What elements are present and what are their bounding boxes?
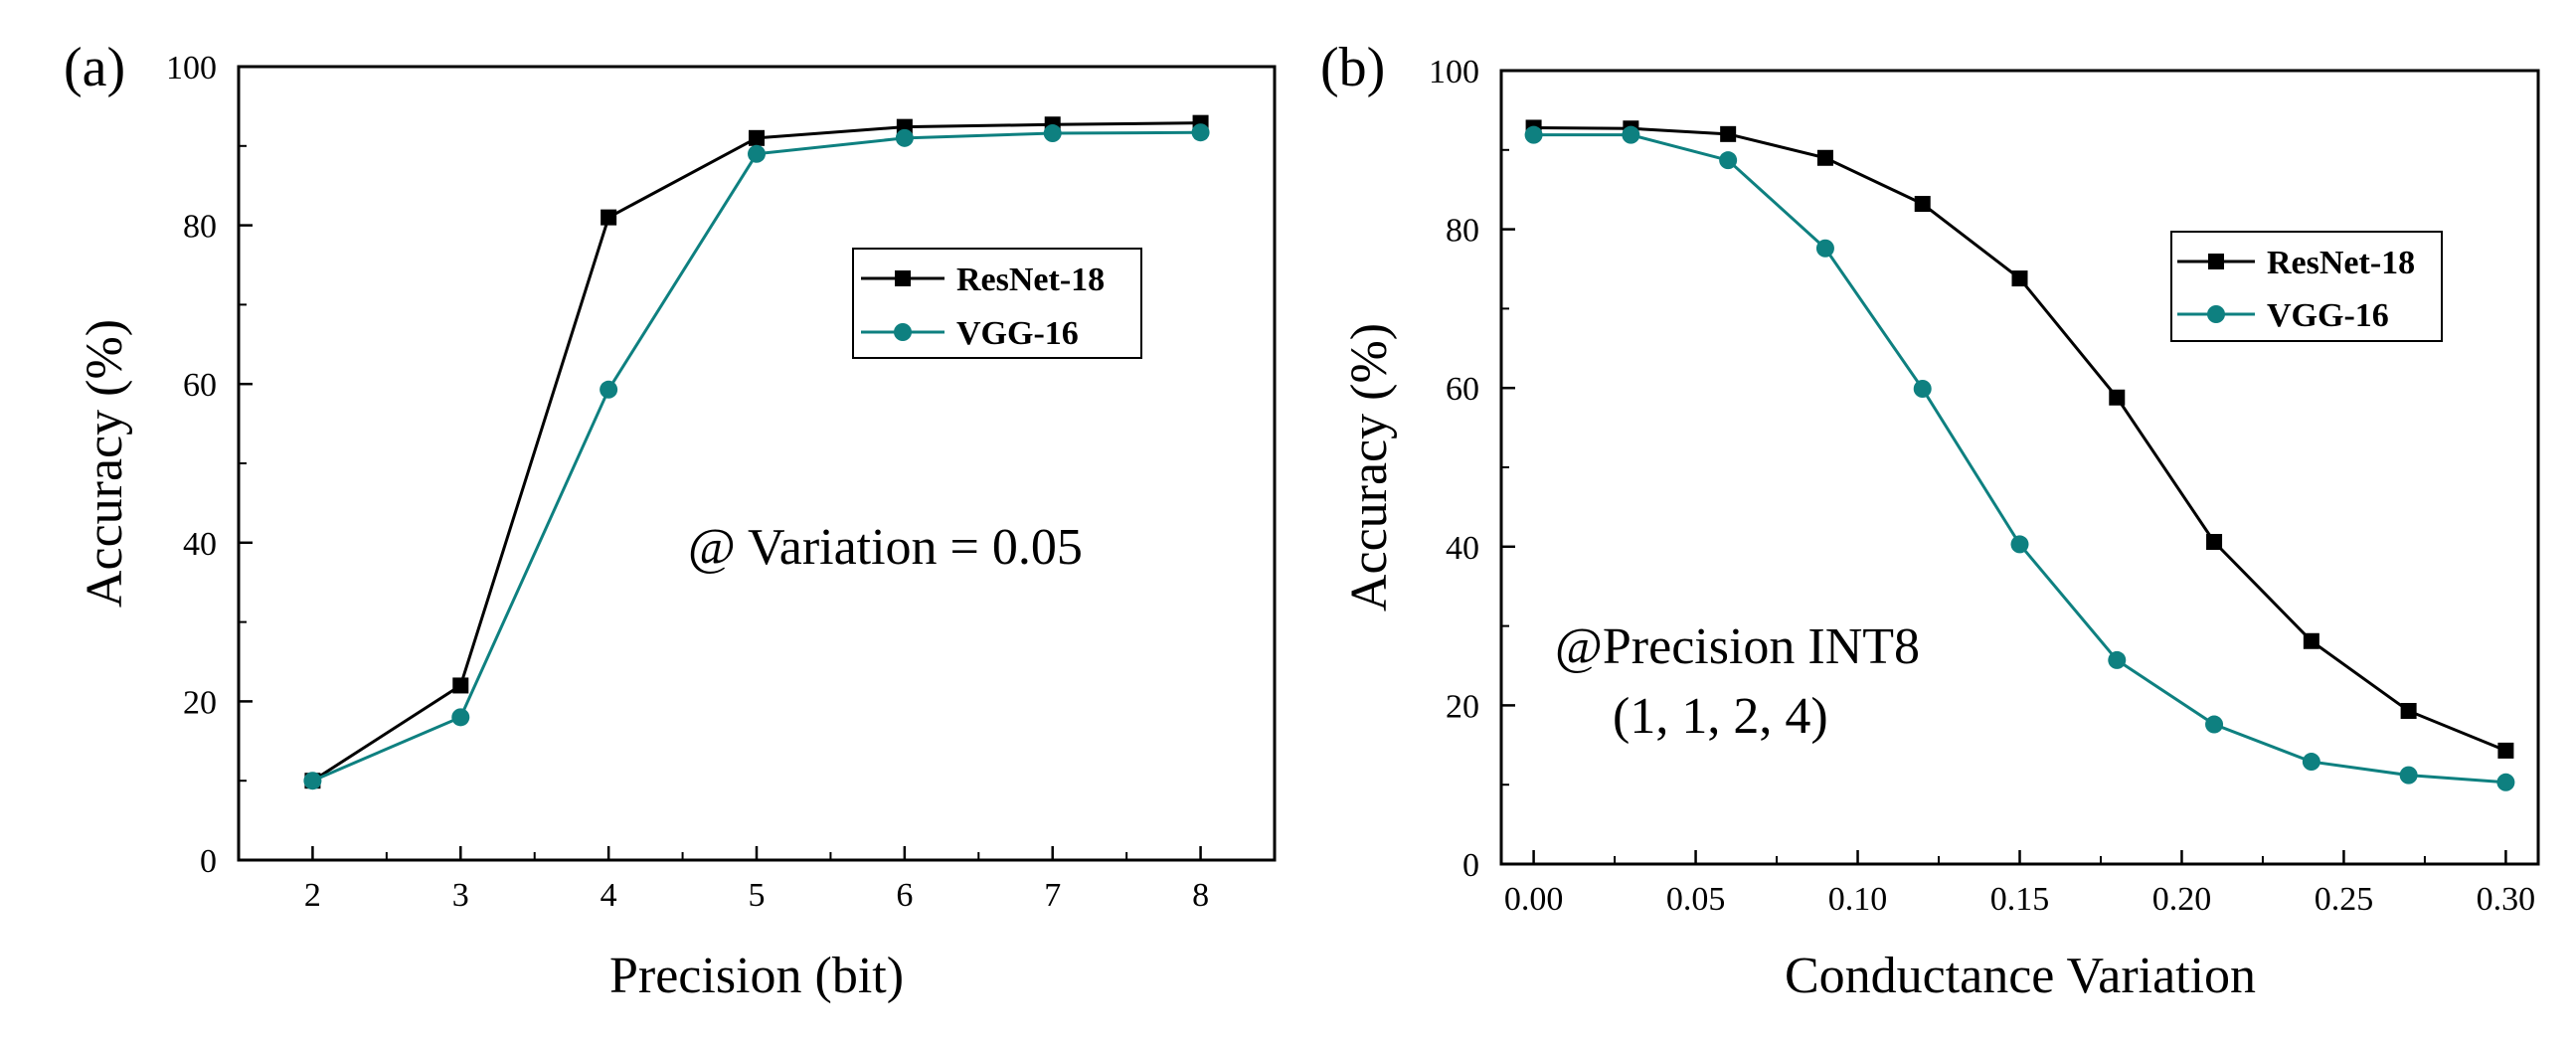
panel-b-point-resnet-18 <box>2109 389 2126 406</box>
panel-b-point-vgg-16 <box>2010 535 2029 554</box>
panel-a-legend-label-vgg: VGG-16 <box>956 315 1079 352</box>
panel-b-point-vgg-16 <box>1815 239 1834 258</box>
panel-b-point-vgg-16 <box>1622 125 1640 144</box>
panel-a-series <box>303 114 1210 790</box>
panel-b-point-vgg-16 <box>2108 650 2127 669</box>
panel-a-point-vgg-16 <box>451 708 470 727</box>
panel-b-annotation-line-1: @Precision INT8 <box>1555 618 1920 675</box>
panel-a-legend-marker-resnet <box>895 270 911 286</box>
panel-a-point-vgg-16 <box>748 144 766 163</box>
panel-b-y-tick-label: 20 <box>1446 688 1479 725</box>
panel-b-y-axis-title: Accuracy (%) <box>1341 323 1398 611</box>
panel-a-x-tick-label: 4 <box>601 877 617 914</box>
panel-a-x-tick-label: 6 <box>896 877 913 914</box>
panel-b-point-vgg-16 <box>2302 753 2320 772</box>
panel-a-y-tick-label: 40 <box>183 526 217 563</box>
panel-a-x-tick-label: 8 <box>1192 877 1209 914</box>
panel-b-y-tick-label: 0 <box>1462 847 1479 884</box>
panel-a-x-tick-label: 5 <box>749 877 766 914</box>
panel-a-point-vgg-16 <box>1191 123 1210 142</box>
panel-a-point-resnet-18 <box>749 129 765 146</box>
panel-b-legend-label-resnet: ResNet-18 <box>2267 245 2415 281</box>
panel-a-label: (a) <box>64 37 125 98</box>
panel-a-x-tick-label: 2 <box>304 877 321 914</box>
panel-b-point-resnet-18 <box>1720 125 1737 142</box>
panel-b-y-tick-label: 60 <box>1446 371 1479 408</box>
panel-b-legend-label-vgg: VGG-16 <box>2267 297 2389 334</box>
panel-b-point-resnet-18 <box>1816 149 1833 166</box>
panel-b-x-tick-label: 0.15 <box>1990 881 2050 918</box>
panel-b-point-resnet-18 <box>1914 196 1931 213</box>
panel-b-label: (b) <box>1320 37 1385 98</box>
panel-b-point-vgg-16 <box>1524 125 1543 144</box>
panel-b-point-resnet-18 <box>2303 632 2319 649</box>
panel-b-annotation-line-2: (1, 1, 2, 4) <box>1613 688 1828 745</box>
panel-b-x-tick-label: 0.20 <box>2152 881 2212 918</box>
panel-b-legend-box <box>2170 231 2443 342</box>
panel-a-y-axis-title: Accuracy (%) <box>77 319 133 608</box>
panel-a-y-tick-label: 60 <box>183 367 217 404</box>
panel-b-point-resnet-18 <box>2400 702 2417 719</box>
panel-b-x-tick-label: 0.25 <box>2315 881 2374 918</box>
panel-b-x-tick-label: 0.30 <box>2477 881 2536 918</box>
panel-b-legend-marker-resnet <box>2208 254 2224 269</box>
panel-a-point-vgg-16 <box>895 128 914 147</box>
panel-b-point-resnet-18 <box>2206 534 2223 551</box>
panel-b-legend: ResNet-18 VGG-16 <box>2170 231 2443 342</box>
panel-b-series <box>1524 119 2515 791</box>
panel-a-legend: ResNet-18 VGG-16 <box>852 248 1142 359</box>
panel-a-ticks <box>239 65 1202 862</box>
panel-b-ticks <box>1501 69 2507 866</box>
panel-b-point-vgg-16 <box>1913 379 1932 398</box>
panel-a-x-tick-label: 7 <box>1044 877 1061 914</box>
panel-b-x-tick-label: 0.00 <box>1504 881 1564 918</box>
panel-a-x-axis-title: Precision (bit) <box>609 948 904 1004</box>
panel-b-y-tick-label: 80 <box>1446 213 1479 250</box>
panel-b-legend-marker-vgg <box>2207 305 2225 323</box>
panel-b-x-axis-title: Conductance Variation <box>1785 948 2256 1004</box>
panel-b-point-vgg-16 <box>2205 715 2224 734</box>
panel-b: (b) 0.00 0.05 0.10 0.15 0.20 0.25 0.30 0 20 40 60 8… <box>1320 37 2540 1004</box>
panel-a-point-resnet-18 <box>452 677 469 694</box>
panel-a-series-line-vgg-16 <box>311 130 1201 783</box>
panel-b-x-tick-label: 0.05 <box>1666 881 1726 918</box>
panel-a-y-tick-label: 20 <box>183 684 217 721</box>
panel-a-legend-marker-vgg <box>894 323 912 341</box>
panel-a-point-resnet-18 <box>601 209 617 226</box>
panel-b-point-resnet-18 <box>2497 742 2514 759</box>
panel-a-point-vgg-16 <box>303 772 322 790</box>
panel-a-series-line-resnet-18 <box>311 121 1201 783</box>
panel-a-x-tick-label: 3 <box>452 877 469 914</box>
panel-a-legend-label-resnet: ResNet-18 <box>956 262 1105 298</box>
panel-a-plot-frame <box>237 65 1277 862</box>
panel-a-y-tick-label: 0 <box>200 843 217 880</box>
panel-a-y-tick-label: 100 <box>166 50 217 87</box>
panel-b-point-vgg-16 <box>2399 766 2418 785</box>
panel-b-tick-labels: 0.00 0.05 0.10 0.15 0.20 0.25 0.30 0 20 40 60 80 100 <box>1429 54 2535 918</box>
panel-b-point-vgg-16 <box>1719 151 1738 170</box>
panel-b-plot-frame <box>1499 69 2540 866</box>
panel-a-point-vgg-16 <box>1043 124 1062 143</box>
panel-b-point-resnet-18 <box>2011 270 2028 287</box>
panel-b-y-tick-label: 100 <box>1429 54 1479 90</box>
panel-b-x-tick-label: 0.10 <box>1828 881 1888 918</box>
panel-a-y-tick-label: 80 <box>183 209 217 246</box>
panel-b-point-vgg-16 <box>2496 773 2515 791</box>
panel-a-annotation: @ Variation = 0.05 <box>688 519 1083 576</box>
panel-b-y-tick-label: 40 <box>1446 530 1479 567</box>
panel-a-point-vgg-16 <box>600 380 618 399</box>
